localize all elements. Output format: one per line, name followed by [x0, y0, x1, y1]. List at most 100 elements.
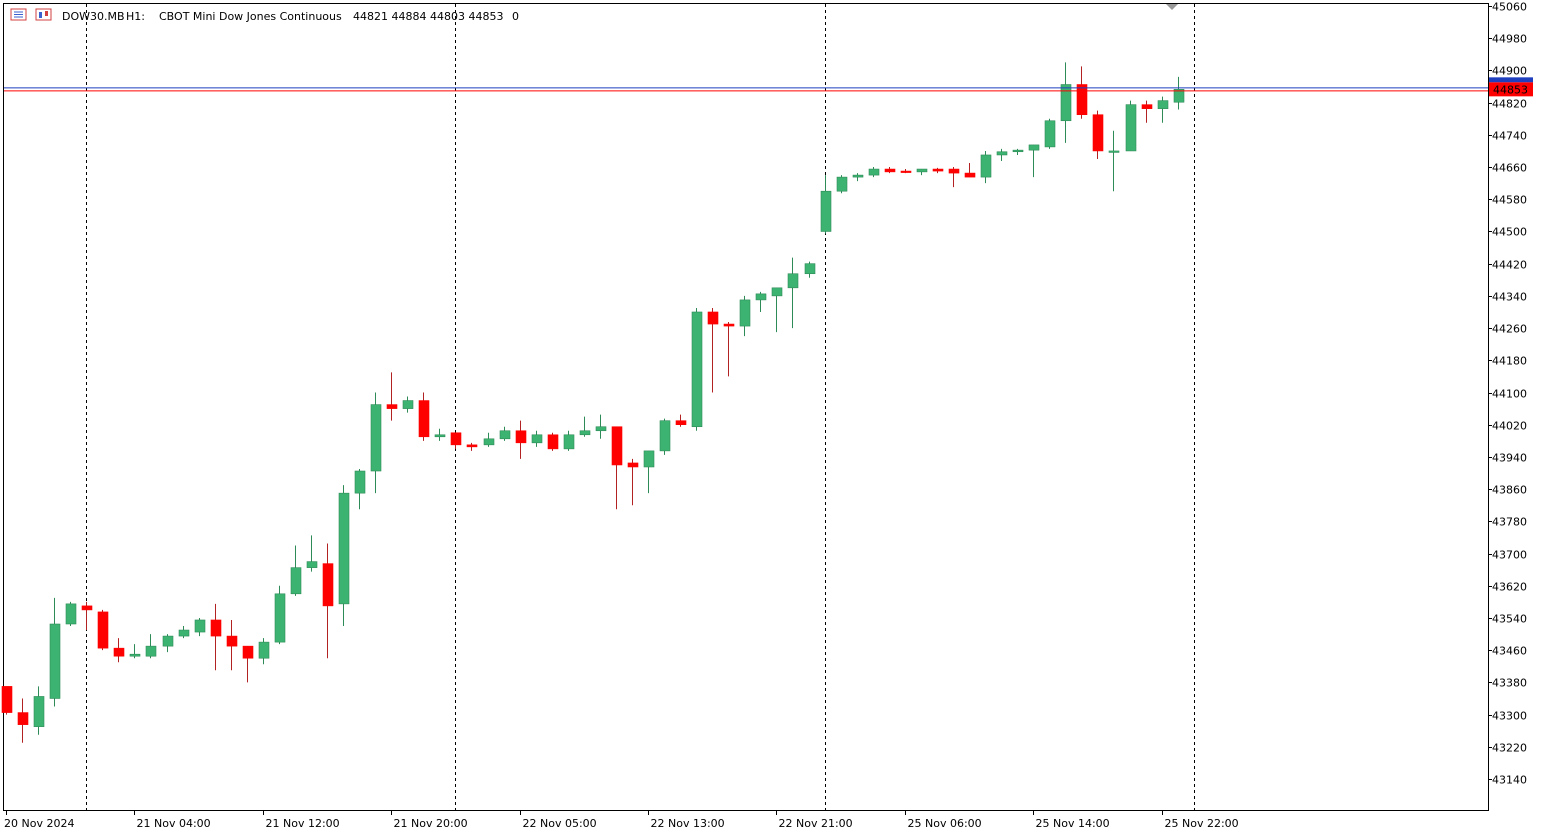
candle[interactable]	[194, 619, 206, 633]
price-axis[interactable]: 45060 44980 44900 44820 44740 44660 44580 44500…	[1488, 1, 1533, 787]
x-tick-label: 25 Nov 06:00	[908, 817, 982, 830]
candle[interactable]	[242, 645, 254, 659]
candle[interactable]	[258, 641, 270, 659]
candle[interactable]	[627, 462, 639, 468]
candles-group[interactable]	[1, 62, 1185, 743]
candle[interactable]	[17, 712, 29, 725]
candle[interactable]	[1108, 150, 1120, 153]
x-tick-label: 22 Nov 21:00	[779, 817, 853, 830]
candle[interactable]	[739, 299, 751, 327]
candle[interactable]	[97, 611, 109, 649]
candle[interactable]	[547, 434, 559, 450]
candle[interactable]	[691, 311, 703, 428]
candle[interactable]	[1060, 84, 1072, 122]
candle[interactable]	[162, 635, 174, 647]
candle[interactable]	[210, 619, 222, 637]
chart-shift-marker-icon[interactable]	[1166, 4, 1178, 10]
candle[interactable]	[611, 426, 623, 466]
x-tick-label: 20 Nov 2024	[4, 817, 74, 830]
time-axis[interactable]: 20 Nov 2024 21 Nov 04:00 21 Nov 12:00 21 No…	[4, 810, 1239, 830]
candle[interactable]	[515, 430, 527, 444]
candle[interactable]	[1044, 120, 1056, 148]
candle[interactable]	[932, 168, 944, 172]
candle[interactable]	[178, 629, 190, 637]
candle[interactable]	[499, 430, 511, 440]
candle[interactable]	[450, 432, 462, 446]
candle[interactable]	[579, 430, 591, 436]
candle[interactable]	[306, 561, 318, 568]
header-timeframe: H1:	[126, 10, 145, 23]
candle[interactable]	[33, 696, 45, 727]
candle[interactable]	[483, 438, 495, 446]
candle[interactable]	[129, 653, 141, 657]
candle[interactable]	[434, 434, 446, 438]
candle[interactable]	[755, 293, 767, 301]
candle[interactable]	[1, 686, 13, 713]
y-tick-label: 44740	[1492, 130, 1527, 143]
candle[interactable]	[659, 420, 671, 452]
quick-trade-icon[interactable]	[10, 8, 27, 21]
candle[interactable]	[852, 174, 864, 178]
candle[interactable]	[1157, 100, 1169, 109]
candle[interactable]	[322, 563, 334, 607]
candle[interactable]	[900, 170, 912, 173]
candle[interactable]	[804, 263, 816, 275]
chart-header: DOW30.MB H1: CBOT Mini Dow Jones Continu…	[10, 8, 519, 23]
candle[interactable]	[723, 323, 735, 327]
candle[interactable]	[1125, 104, 1137, 152]
y-tick-label: 44820	[1492, 98, 1527, 111]
candle[interactable]	[354, 470, 366, 494]
candle[interactable]	[884, 168, 896, 173]
chart-type-icon[interactable]	[35, 8, 52, 21]
candle[interactable]	[1028, 144, 1040, 151]
x-tick-label: 21 Nov 04:00	[137, 817, 211, 830]
candle[interactable]	[868, 168, 880, 176]
candle[interactable]	[226, 635, 238, 647]
candle[interactable]	[771, 287, 783, 297]
candle[interactable]	[1173, 89, 1185, 103]
candle[interactable]	[81, 605, 93, 611]
x-tick-label: 21 Nov 12:00	[266, 817, 340, 830]
candle[interactable]	[836, 176, 848, 192]
candle[interactable]	[338, 492, 350, 605]
x-tick-label: 21 Nov 20:00	[394, 817, 468, 830]
candle[interactable]	[402, 400, 414, 409]
candle[interactable]	[916, 168, 928, 173]
candle[interactable]	[274, 593, 286, 643]
candle[interactable]	[1141, 104, 1153, 109]
candle[interactable]	[787, 273, 799, 289]
y-tick-label: 44660	[1492, 162, 1527, 175]
y-tick-label: 44260	[1492, 323, 1527, 336]
candle[interactable]	[49, 623, 61, 699]
candle[interactable]	[113, 647, 125, 657]
candle[interactable]	[386, 404, 398, 409]
candle[interactable]	[65, 603, 77, 625]
candle[interactable]	[820, 190, 832, 232]
candle[interactable]	[1012, 149, 1024, 153]
candle[interactable]	[531, 434, 543, 444]
candle[interactable]	[290, 567, 302, 595]
candle[interactable]	[707, 311, 719, 325]
candle[interactable]	[643, 450, 655, 468]
candle[interactable]	[563, 434, 575, 450]
y-tick-label: 43460	[1492, 645, 1527, 658]
candle[interactable]	[595, 426, 607, 432]
candle[interactable]	[675, 420, 687, 426]
candle[interactable]	[418, 400, 430, 438]
candle[interactable]	[964, 172, 976, 178]
candle[interactable]	[1076, 84, 1088, 116]
y-tick-label: 44900	[1492, 65, 1527, 78]
candle[interactable]	[145, 645, 157, 657]
y-tick-label: 44500	[1492, 226, 1527, 239]
candle[interactable]	[370, 404, 382, 472]
plot-area[interactable]	[3, 3, 1489, 811]
y-tick-label: 44180	[1492, 355, 1527, 368]
current-price-tag[interactable]	[1489, 82, 1533, 97]
y-tick-label: 44580	[1492, 194, 1527, 207]
candle[interactable]	[466, 444, 478, 448]
candle[interactable]	[996, 151, 1008, 156]
candle[interactable]	[980, 154, 992, 178]
candle[interactable]	[1092, 114, 1104, 152]
candle[interactable]	[948, 168, 960, 174]
